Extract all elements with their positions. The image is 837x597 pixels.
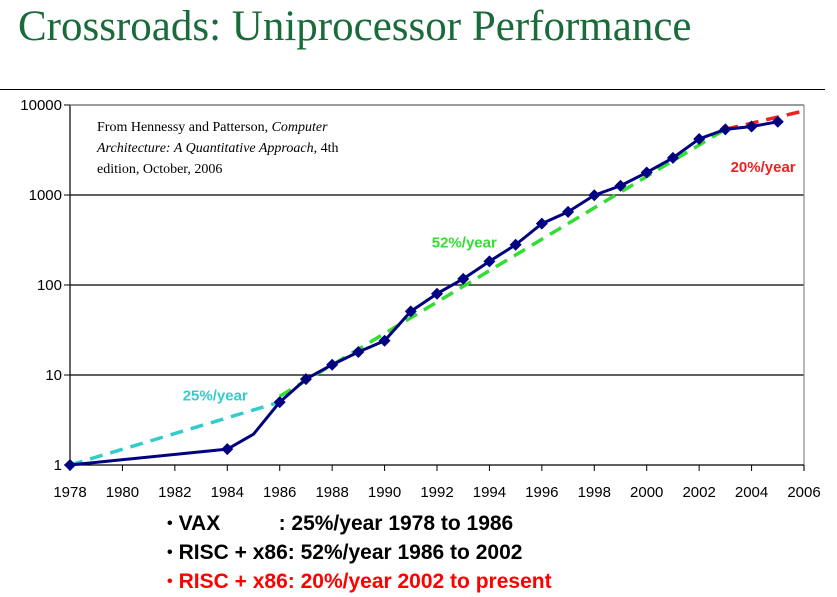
data-point (535, 217, 548, 230)
x-tick-label: 1984 (211, 484, 244, 501)
source-prefix: From Hennessy and Patterson, (97, 120, 272, 135)
x-tick-label: 1988 (315, 484, 348, 501)
data-point (719, 123, 732, 136)
bullet-item: • VAX : 25%/year 1978 to 1986 (167, 510, 552, 539)
data-point (299, 373, 312, 386)
x-tick-label: 2006 (787, 484, 820, 501)
source-edition: , 4th (313, 141, 339, 156)
bullet-item: • RISC + x86: 52%/year 1986 to 2002 (167, 539, 552, 568)
source-date: edition, October, 2006 (97, 162, 223, 177)
x-tick-label: 1982 (158, 484, 191, 501)
data-point (378, 334, 391, 347)
data-point (273, 396, 286, 409)
data-point (588, 189, 601, 202)
data-point (64, 459, 76, 471)
data-point (457, 272, 470, 285)
x-tick-label: 1990 (368, 484, 401, 501)
trend-label: 52%/year (432, 235, 497, 252)
data-point (640, 166, 653, 179)
y-tick-label: 1000 (29, 187, 62, 204)
data-series (64, 115, 784, 471)
bullet-text: : 52%/year 1986 to 2002 (287, 541, 523, 564)
data-point (483, 255, 496, 268)
bullet-label: VAX (178, 512, 279, 535)
data-point (666, 151, 679, 164)
trend-line (69, 400, 281, 467)
y-tick-label: 10 (45, 367, 62, 384)
trend-label: 25%/year (183, 388, 248, 405)
bullet-label: RISC + x86 (178, 541, 288, 564)
bullet-list: • VAX : 25%/year 1978 to 1986 • RISC + x86… (167, 510, 552, 597)
axes (64, 104, 805, 471)
slide-title: Crossroads: Uniprocessor Performance (18, 3, 692, 50)
bullet-dot: • (167, 573, 173, 590)
x-tick-label: 1996 (525, 484, 558, 501)
bullet-dot: • (167, 515, 173, 532)
y-tick-label: 100 (37, 277, 62, 294)
x-tick-label: 2002 (682, 484, 715, 501)
data-point (562, 205, 575, 218)
data-point (693, 132, 706, 145)
trend-label: 20%/year (731, 159, 796, 176)
x-tick-label: 1992 (420, 484, 453, 501)
x-tick-label: 1998 (578, 484, 611, 501)
x-tick-label: 2000 (630, 484, 663, 501)
x-tick-label: 1980 (106, 484, 139, 501)
data-point (745, 120, 758, 133)
labels: 1 10 100 1000 10000 1978 1980 1982 1984 1986 1988 1… (20, 97, 820, 501)
x-tick-label: 1978 (53, 484, 86, 501)
x-tick-label: 1994 (473, 484, 506, 501)
data-point (352, 346, 365, 359)
book-title-part-1: Computer (271, 120, 328, 135)
y-tick-label: 1 (54, 457, 62, 474)
bullet-text: : 20%/year 2002 to present (287, 570, 552, 593)
data-point (771, 115, 784, 128)
data-point (326, 358, 339, 371)
data-point (614, 179, 627, 192)
data-point (221, 443, 234, 456)
y-tick-label: 10000 (20, 97, 62, 114)
data-point (431, 287, 443, 300)
trend-line (724, 109, 805, 132)
x-tick-label: 1986 (263, 484, 296, 501)
data-point (509, 238, 522, 251)
book-title-part-2: Architecture: A Quantitative Approach (97, 141, 314, 156)
bullet-text: : 25%/year 1978 to 1986 (278, 512, 514, 535)
bullet-label: RISC + x86 (178, 570, 288, 593)
bullet-dot: • (167, 544, 173, 561)
bullet-item: • RISC + x86: 20%/year 2002 to present (167, 568, 552, 597)
x-tick-label: 2004 (735, 484, 768, 501)
source-annotation: From Hennessy and Patterson, Computer Ar… (97, 117, 397, 180)
title-divider (0, 89, 825, 90)
data-point (404, 305, 417, 318)
